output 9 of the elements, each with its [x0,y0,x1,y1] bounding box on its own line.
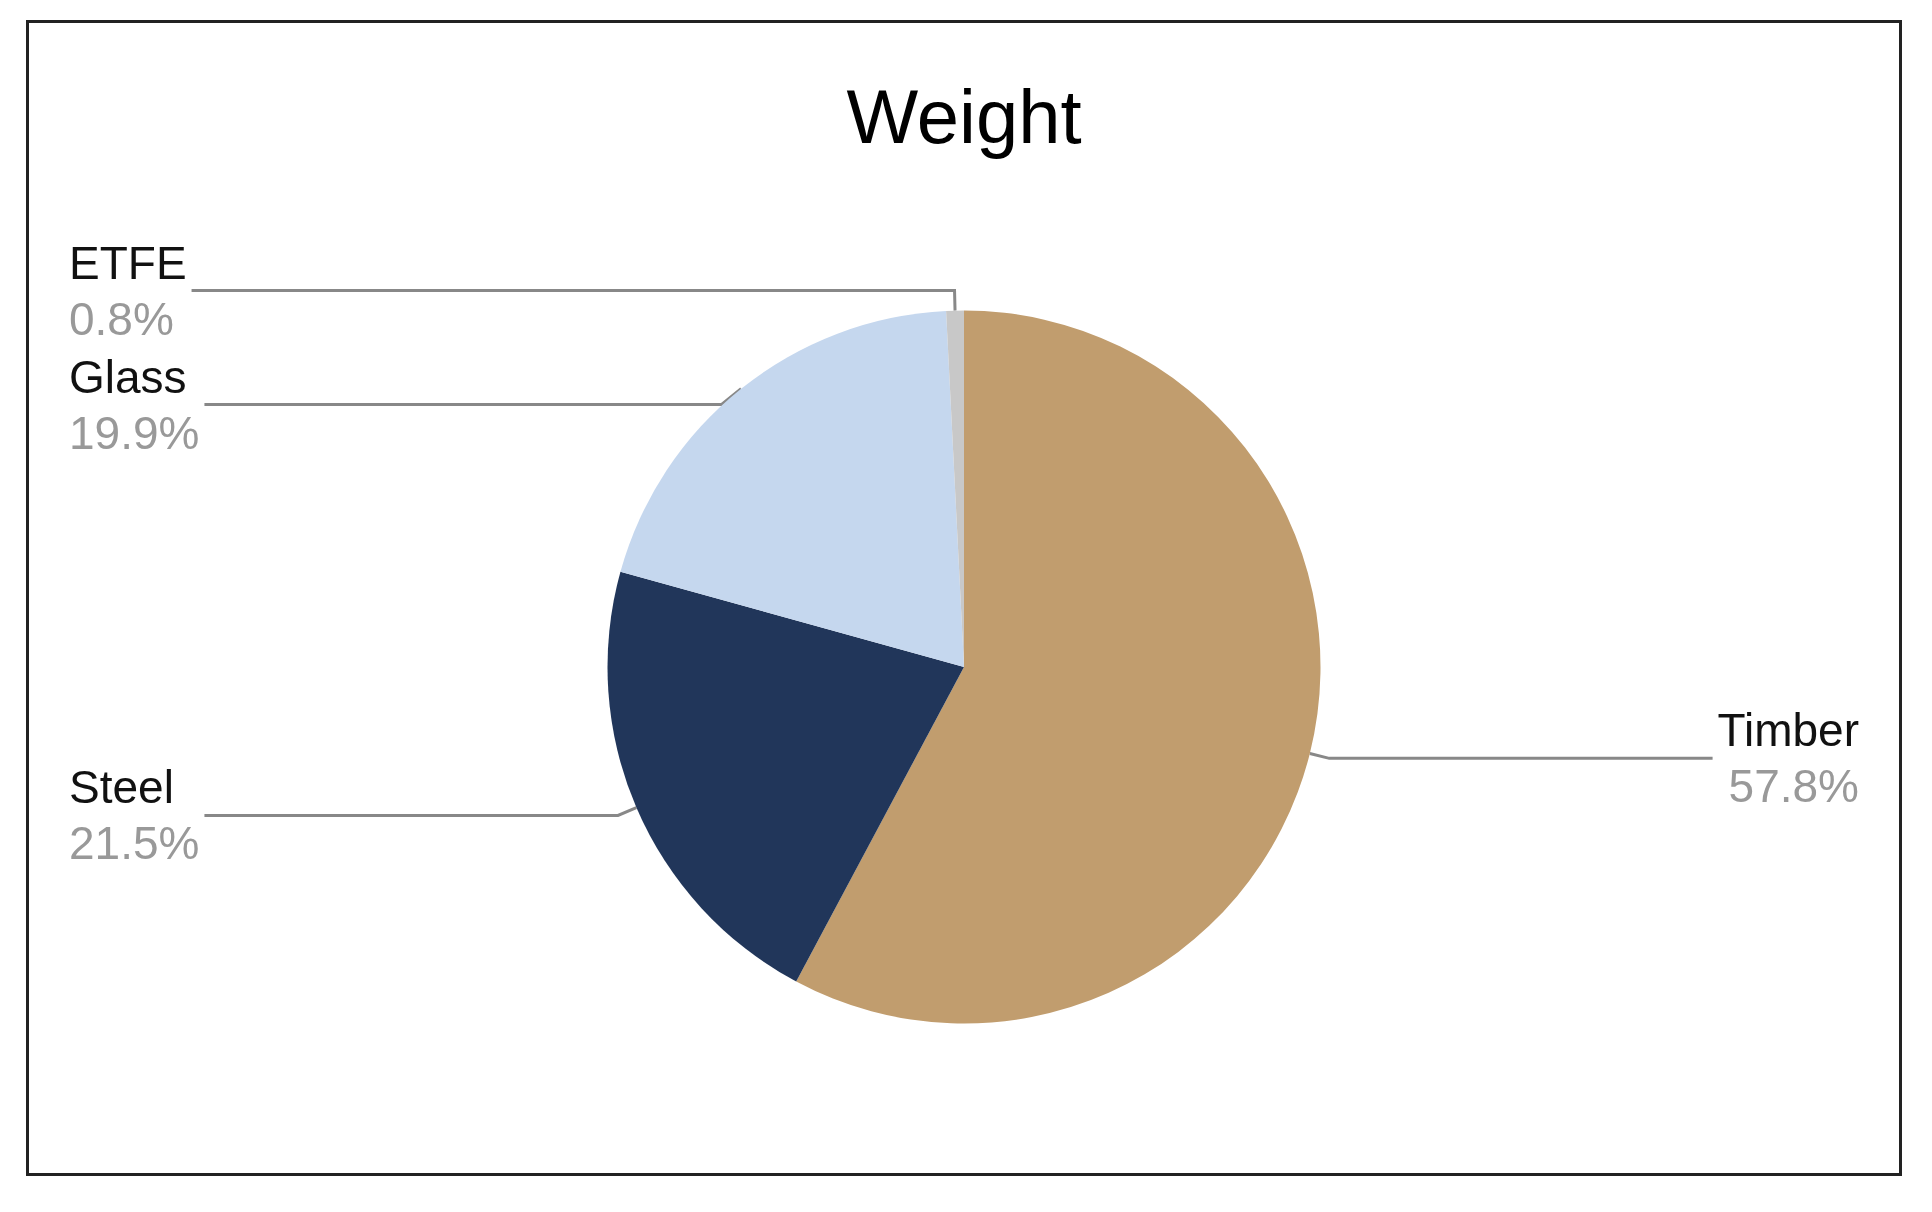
slice-label: Timber [1717,704,1859,757]
chart-title: Weight [846,73,1082,159]
data-label: 21.5% [69,817,200,870]
slice-label: Glass [69,350,187,403]
data-label: 0.8% [69,292,174,345]
data-label: 57.8% [1728,760,1859,813]
data-label: 19.9% [69,406,200,459]
slice-label: Steel [69,761,174,814]
slice-label: ETFE [69,236,187,289]
